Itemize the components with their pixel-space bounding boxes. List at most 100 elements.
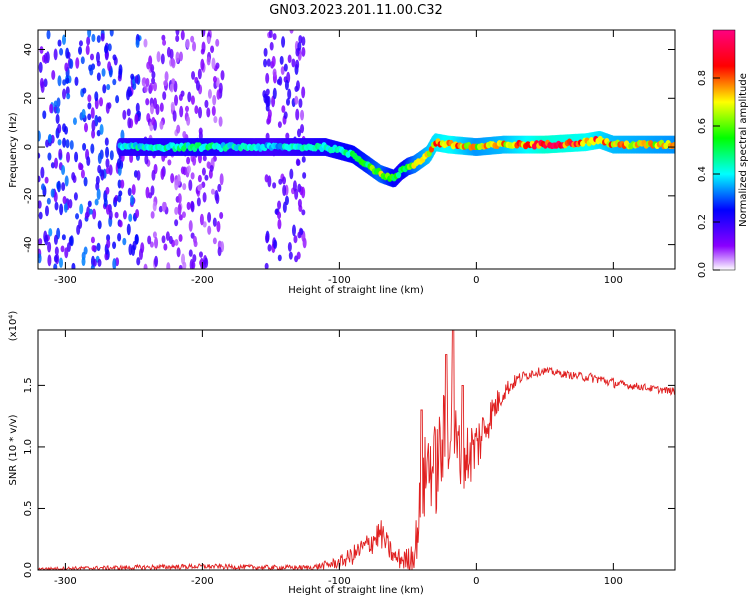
spectrogram-noise-cell (190, 172, 195, 180)
spectrogram-noise-cell (66, 92, 71, 100)
colorbar-tick-label: 0.0 (697, 262, 708, 278)
spectrogram-noise-cell (196, 197, 201, 207)
spectrogram-noise-cell (174, 219, 179, 227)
snr-x-tick-label: 0 (473, 576, 479, 587)
spectrogram-noise-cell (49, 103, 54, 114)
spectrogram-noise-cell (159, 120, 164, 130)
spectrogram-noise-cell (182, 261, 187, 269)
spectrogram-noise-cell (201, 167, 206, 176)
spectrogram-noise-cell (62, 137, 67, 148)
spectrogram-noise-cell (80, 56, 85, 65)
spectrogram-noise-cell (63, 202, 68, 213)
spectrogram-noise-cell (202, 192, 207, 203)
spectrogram-noise-cell (47, 241, 52, 253)
spectrogram-noise-cell (57, 139, 62, 146)
spectrogram-noise-cell (104, 137, 109, 146)
spectrogram-noise-cell (53, 48, 58, 61)
spectrogram-noise-cell (293, 235, 298, 244)
spectrogram-noise-cell (90, 236, 95, 244)
spectrogram-noise-cell (53, 263, 58, 269)
colorbar-tick-label: 0.4 (697, 166, 708, 182)
spectrogram-x-axis-label: Height of straight line (km) (288, 285, 424, 296)
spectrogram-noise-cell (152, 231, 157, 239)
spectrogram-noise-cell (286, 98, 291, 106)
spectrogram-noise-cell (177, 203, 182, 216)
spectrogram-noise-cell (215, 193, 220, 205)
spectrogram-noise-cell (118, 190, 123, 197)
snr-y-axis-label: SNR (10 * v/v) (8, 414, 19, 485)
spectrogram-noise-cell (163, 80, 168, 87)
spectrogram-noise-cell (147, 235, 152, 245)
spectrogram-noise-cell (159, 102, 164, 112)
spectrogram-noise-cell (100, 169, 105, 181)
spectrogram-noise-cell (79, 203, 84, 215)
spectrogram-noise-cell (188, 220, 193, 232)
spectrogram-noise-cell (182, 183, 187, 191)
spectrogram-noise-cell (187, 91, 192, 103)
spectrogram-noise-cell (152, 81, 157, 92)
spectrogram-noise-cell (272, 182, 277, 189)
spectrogram-cells (38, 30, 675, 269)
spectrogram-noise-cell (207, 212, 212, 223)
spectrogram-noise-cell (198, 127, 203, 135)
spectrogram-noise-cell (99, 124, 104, 135)
spectrogram-noise-cell (209, 164, 214, 173)
spectrogram-noise-cell (162, 91, 167, 101)
spectrogram-noise-cell (278, 76, 283, 86)
spectrogram-noise-cell (84, 211, 89, 220)
spectrogram-noise-cell (112, 54, 117, 61)
spectrogram-noise-cell (287, 88, 292, 100)
spectrogram-noise-cell (175, 35, 180, 42)
spectrogram-noise-cell (149, 241, 154, 248)
spectrogram-noise-cell (100, 32, 105, 42)
spectrogram-noise-cell (151, 71, 156, 79)
spectrogram-frame (37, 29, 676, 270)
spectrogram-noise-cell (291, 58, 296, 68)
spectrogram-noise-cell (89, 53, 94, 61)
spectrogram-noise-cell (122, 210, 127, 220)
spectrogram-noise-cell (176, 174, 181, 186)
spectrogram-noise-cell (296, 251, 301, 260)
spectrogram-noise-cell (143, 85, 148, 93)
spectrogram-noise-cell (135, 208, 140, 219)
chart-title: GN03.2023.201.11.00.C32 (269, 3, 443, 18)
spectrogram-noise-cell (99, 97, 104, 107)
spectrogram-noise-cell (87, 113, 92, 121)
spectrogram-noise-cell (272, 87, 277, 100)
spectrogram-noise-cell (178, 51, 183, 62)
snr-y-multiplier: (x10⁴) (8, 311, 19, 342)
spectrogram-noise-cell (47, 133, 52, 144)
spectrogram-noise-cell (64, 247, 69, 259)
spectrogram-noise-cell (38, 175, 41, 183)
spectrogram-noise-cell (150, 103, 155, 115)
spectrogram-noise-cell (161, 235, 166, 244)
spectrogram-noise-cell (145, 98, 150, 106)
spectrogram-noise-cell (134, 75, 139, 84)
spectrogram-noise-cell (40, 166, 45, 179)
spectrogram-noise-cell (91, 129, 96, 139)
spectrogram-noise-cell (265, 88, 270, 96)
snr-x-tick-label: -200 (191, 576, 214, 587)
spectrogram-noise-cell (176, 247, 181, 258)
spectrogram-noise-cell (57, 75, 62, 87)
spectrogram-noise-cell (106, 84, 111, 91)
spectrogram-noise-cell (186, 201, 191, 211)
spectrogram-noise-cell (283, 63, 288, 72)
spectrogram-noise-cell (216, 220, 221, 233)
spectrogram-noise-cell (75, 213, 80, 220)
spectrogram-noise-cell (82, 143, 87, 151)
spectrogram-noise-cell (265, 72, 270, 84)
colorbar-tick-label: 0.2 (697, 214, 708, 230)
spectrogram-noise-cell (168, 235, 173, 245)
spectrogram-noise-cell (212, 75, 217, 83)
spectrogram-noise-cell (43, 78, 48, 88)
spectrogram-noise-cell (88, 208, 93, 215)
spectrogram-noise-cell (202, 155, 207, 162)
spectrogram-noise-cell (175, 30, 180, 36)
spectrogram-noise-cell (74, 76, 79, 86)
spectrogram-noise-cell (302, 172, 307, 179)
spectrogram-noise-cell (282, 201, 287, 213)
spectrogram-noise-cell (134, 113, 139, 125)
snr-panel: -300 -200 -100 0 100 0.0 0.5 1.0 1.5 Height of … (8, 311, 676, 596)
spectrogram-noise-cell (97, 258, 102, 267)
